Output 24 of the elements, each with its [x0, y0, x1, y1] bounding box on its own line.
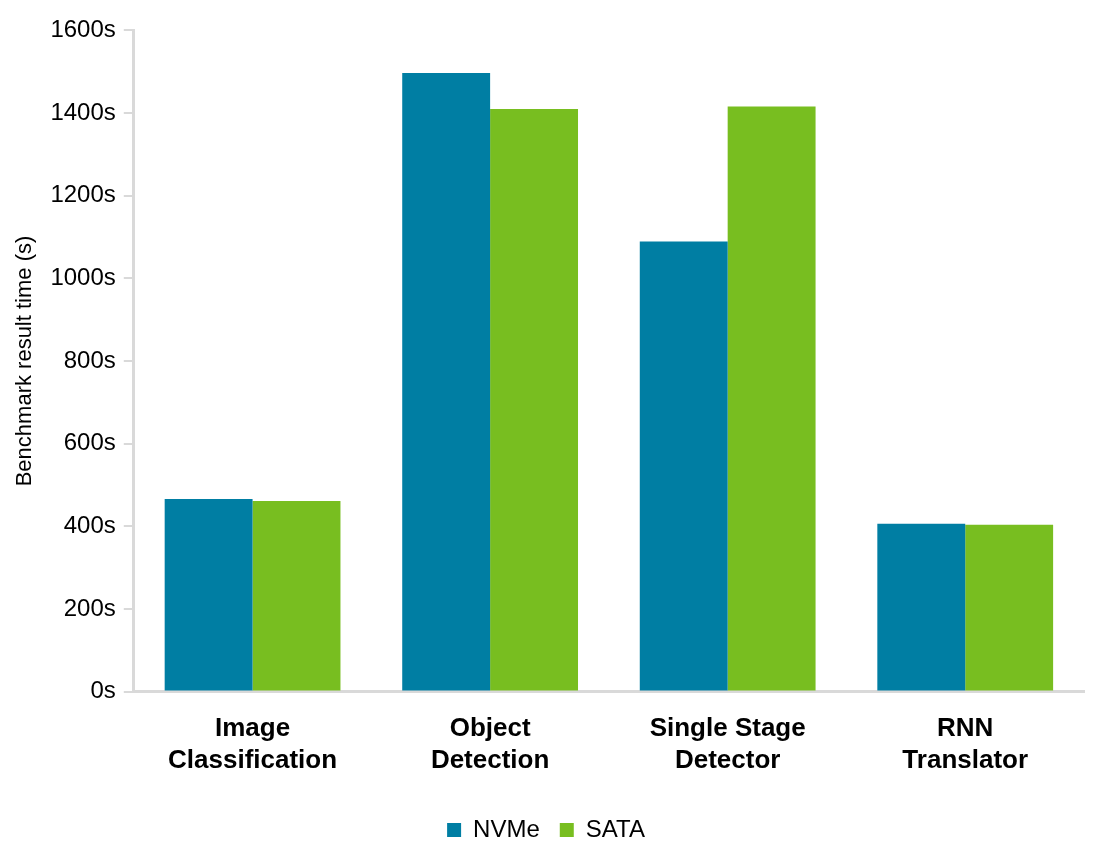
- bar: [727, 106, 816, 691]
- bar: [639, 241, 728, 691]
- y-tick-label: 400s: [63, 510, 116, 538]
- y-tick-label: 1400s: [50, 97, 116, 125]
- y-axis-title: Benchmark result time (s): [11, 235, 37, 487]
- x-tick-label: Object Detection: [430, 712, 550, 774]
- bar: [490, 108, 579, 691]
- y-tick-label: 0s: [90, 676, 116, 704]
- y-tick-label: 200s: [63, 593, 116, 621]
- y-tick-label: 1600s: [50, 15, 116, 43]
- x-tick-label: Single Stage Detector: [649, 712, 806, 774]
- bar: [965, 524, 1054, 691]
- bar: [877, 523, 966, 691]
- x-tick-label: RNN Translator: [902, 712, 1029, 774]
- bar: [252, 501, 341, 691]
- bar: [164, 499, 253, 691]
- legend-label: NVMe: [473, 814, 540, 842]
- y-tick-label: 800s: [63, 345, 116, 373]
- legend-label: SATA: [585, 814, 645, 842]
- bar: [402, 72, 491, 691]
- y-tick-label: 600s: [63, 428, 116, 456]
- y-tick-label: 1200s: [50, 180, 116, 208]
- x-tick-label: Image Classification: [168, 712, 338, 774]
- y-tick-label: 1000s: [50, 262, 116, 290]
